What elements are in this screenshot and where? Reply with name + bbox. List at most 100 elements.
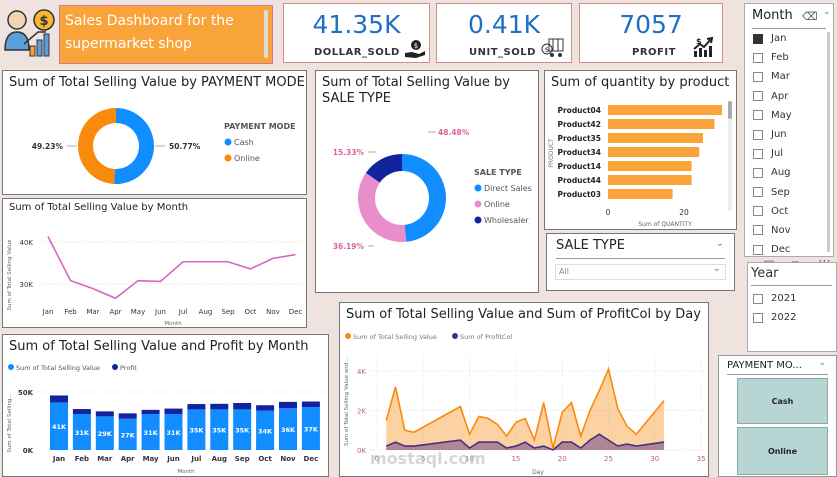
slicer-item-feb[interactable]: Feb bbox=[753, 48, 792, 67]
daily-area-chart: Sum of Total Selling Value Sum of ProfitC… bbox=[344, 333, 706, 476]
bar-profit bbox=[50, 395, 68, 403]
bar-profit bbox=[118, 413, 137, 419]
slicer-title: SALE TYPE bbox=[556, 238, 625, 253]
x-tick-label: Dec bbox=[304, 455, 319, 463]
legend-label: Online bbox=[484, 200, 510, 209]
monthly-stacked-bar-chart: Sum of Total Selling Value Profit 50K 0K 41K… bbox=[7, 364, 328, 475]
slicer-item-apr[interactable]: Apr bbox=[753, 87, 792, 106]
slicer-item-jan[interactable]: Jan bbox=[753, 29, 792, 48]
chevron-down-icon[interactable]: ⌄ bbox=[823, 7, 831, 17]
x-tick-label: Oct bbox=[258, 455, 272, 463]
x-tick-label: 35 bbox=[697, 455, 706, 463]
product-label: Product34 bbox=[557, 148, 601, 157]
y-tick-label: 2K bbox=[357, 408, 366, 416]
line-series bbox=[47, 236, 296, 300]
x-tick-label: Jan bbox=[52, 455, 65, 463]
eraser-icon[interactable]: ⌫ bbox=[802, 10, 818, 23]
legend-marker bbox=[8, 364, 14, 370]
checkbox[interactable] bbox=[753, 225, 763, 236]
data-label: 50.77% bbox=[169, 142, 201, 151]
slicer-item-mar[interactable]: Mar bbox=[753, 67, 792, 86]
kpi-label: DOLLAR_SOLD bbox=[314, 47, 400, 58]
product-label: Product35 bbox=[557, 134, 601, 143]
sale-type-dropdown[interactable]: All ⌄ bbox=[555, 263, 726, 280]
checkbox[interactable] bbox=[753, 206, 763, 217]
slicer-item-label: Jul bbox=[771, 148, 784, 160]
data-label: 35K bbox=[212, 427, 227, 435]
x-tick-label: 0 bbox=[375, 455, 379, 463]
bar-profit bbox=[72, 409, 91, 415]
bar-profit bbox=[187, 404, 206, 410]
slicer-item-label: Sep bbox=[771, 186, 790, 198]
checkbox[interactable] bbox=[753, 244, 763, 255]
slicer-item-2022[interactable]: 2022 bbox=[753, 308, 796, 327]
slicer-item-label: 2022 bbox=[771, 312, 797, 323]
legend-label: Sum of Total Selling Value bbox=[16, 364, 100, 372]
chevron-down-icon[interactable]: ⌄ bbox=[715, 238, 724, 249]
slicer-item-jun[interactable]: Jun bbox=[753, 125, 792, 144]
checkbox[interactable] bbox=[753, 129, 763, 140]
x-tick-label: Feb bbox=[64, 308, 77, 316]
y-tick-label: 40K bbox=[20, 239, 34, 247]
chart-scrollbar[interactable] bbox=[728, 101, 732, 211]
bar-selling-value bbox=[279, 408, 297, 450]
svg-text:$: $ bbox=[414, 42, 418, 50]
legend-label: Sum of Total Selling Value bbox=[353, 333, 437, 341]
bar-selling-value bbox=[187, 409, 206, 450]
chart-title: Sum of Total Selling Value by Month bbox=[9, 202, 189, 213]
bar-profit bbox=[164, 408, 183, 415]
svg-text:$: $ bbox=[545, 46, 549, 54]
checkbox[interactable] bbox=[753, 312, 763, 323]
slicer-item-2021[interactable]: 2021 bbox=[753, 289, 796, 308]
bar-selling-value bbox=[301, 407, 320, 450]
kpi-value: 7057 bbox=[619, 10, 683, 39]
slicer-scrollbar[interactable] bbox=[827, 32, 830, 252]
checkbox[interactable] bbox=[753, 110, 763, 121]
y-tick-label: 30K bbox=[20, 281, 34, 289]
kpi-profit: 7057 PROFIT $ bbox=[579, 3, 723, 63]
slicer-item-aug[interactable]: Aug bbox=[753, 163, 792, 182]
checkbox[interactable] bbox=[753, 33, 763, 44]
checkbox[interactable] bbox=[753, 71, 763, 82]
checkbox[interactable] bbox=[753, 91, 763, 102]
x-tick-label: May bbox=[131, 308, 145, 316]
checkbox[interactable] bbox=[753, 293, 763, 304]
checkbox[interactable] bbox=[753, 52, 763, 63]
x-tick-label: 10 bbox=[465, 455, 474, 463]
payment-cash-button[interactable]: Cash bbox=[737, 378, 828, 424]
checkbox[interactable] bbox=[753, 187, 763, 198]
y-tick-label: 50K bbox=[18, 389, 34, 397]
x-tick-label: Nov bbox=[280, 455, 296, 463]
kpi-value: 0.41K bbox=[467, 10, 541, 39]
slicer-item-label: Mar bbox=[771, 71, 790, 83]
svg-text:$: $ bbox=[39, 14, 48, 29]
slicer-item-may[interactable]: May bbox=[753, 106, 792, 125]
slicer-item-oct[interactable]: Oct bbox=[753, 202, 792, 221]
bar-selling-value bbox=[50, 402, 68, 450]
slicer-item-nov[interactable]: Nov bbox=[753, 221, 792, 240]
donut-slice-online bbox=[77, 108, 116, 184]
slicer-item-sep[interactable]: Sep bbox=[753, 183, 792, 202]
selling-by-month-chart: Sum of Total Selling Value by Month 40K 3… bbox=[2, 198, 307, 328]
legend-marker bbox=[474, 184, 482, 192]
x-tick-label: 25 bbox=[604, 455, 613, 463]
bar-selling-value bbox=[256, 410, 275, 450]
bar-profit bbox=[141, 409, 160, 415]
slicer-item-dec[interactable]: Dec bbox=[753, 240, 792, 259]
product-bar bbox=[608, 175, 692, 185]
chart-title: Sum of Total Selling Value and Profit by… bbox=[9, 339, 309, 354]
data-label: 36K bbox=[281, 426, 296, 434]
payment-online-button[interactable]: Online bbox=[737, 427, 828, 475]
kpi-value: 41.35K bbox=[312, 10, 401, 39]
slicer-item-jul[interactable]: Jul bbox=[753, 144, 792, 163]
kpi-unit-sold: 0.41K UNIT_SOLD $ bbox=[436, 3, 572, 63]
checkbox[interactable] bbox=[753, 167, 763, 178]
x-tick-label: Dec bbox=[289, 308, 303, 316]
dashboard-title: Sales Dashboard for the supermarket shop bbox=[65, 13, 234, 52]
chevron-down-icon[interactable]: ⌄ bbox=[818, 358, 826, 368]
checkbox[interactable] bbox=[753, 148, 763, 159]
x-tick-label: 15 bbox=[511, 455, 520, 463]
product-bar bbox=[608, 189, 673, 199]
title-scrollbar[interactable] bbox=[264, 10, 268, 58]
legend-marker bbox=[224, 138, 232, 146]
